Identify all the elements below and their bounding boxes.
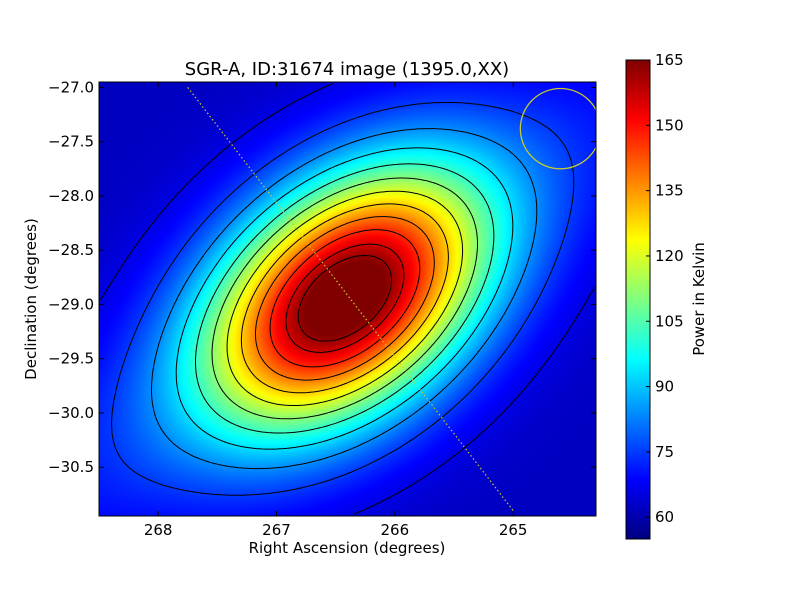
x-tick-label: 265 — [499, 521, 528, 539]
colorbar-tick-label: 135 — [655, 182, 684, 200]
colorbar: 60 75 90 105 120 135 150 165 Power in Kelvin — [625, 51, 708, 540]
colorbar-label: Power in Kelvin — [690, 242, 708, 356]
contour-level — [211, 177, 478, 420]
contour-level — [240, 203, 449, 394]
colorbar-tick-label: 165 — [655, 51, 684, 69]
x-tick-label: 267 — [262, 521, 291, 539]
plot-frame — [98, 81, 597, 517]
x-tick-label: 268 — [144, 521, 173, 539]
y-tick-label: −28.5 — [48, 241, 94, 259]
contour-level — [111, 102, 575, 496]
contour-level — [226, 190, 464, 406]
y-tick-label: −28.0 — [48, 187, 94, 205]
x-axis: 268 267 266 265 — [144, 82, 528, 539]
colorbar-gradient — [625, 59, 651, 540]
contour-level — [151, 128, 538, 470]
colorbar-tick-label: 75 — [655, 443, 674, 461]
contour-level — [100, 83, 595, 515]
contour-level — [285, 243, 405, 353]
chart-title: SGR-A, ID:31674 image (1395.0,XX) — [185, 59, 509, 80]
y-tick-label: −30.0 — [48, 404, 94, 422]
y-tick-label: −30.5 — [48, 458, 94, 476]
y-axis: −27.0 −27.5 −28.0 −28.5 −29.0 −29.5 −30.0 −30.5 — [48, 78, 596, 476]
x-axis-title: Right Ascension (degrees) — [249, 539, 446, 557]
contour-level — [195, 163, 495, 434]
colorbar-tick-label: 120 — [655, 247, 684, 265]
y-axis-title: Declination (degrees) — [22, 218, 40, 380]
x-tick-label: 266 — [381, 521, 410, 539]
y-tick-label: −27.5 — [48, 133, 94, 151]
y-tick-label: −29.5 — [48, 350, 94, 368]
plot-area — [98, 81, 597, 517]
colorbar-tick-label: 105 — [655, 312, 684, 330]
y-tick-label: −27.0 — [48, 78, 94, 96]
beam-circle — [519, 87, 596, 170]
contour-level — [297, 255, 392, 342]
y-tick-label: −29.0 — [48, 295, 94, 313]
colorbar-ticks: 60 75 90 105 120 135 150 165 — [646, 51, 684, 526]
colorbar-tick-label: 90 — [655, 378, 674, 396]
galactic-plane-line — [187, 87, 514, 511]
colorbar-tick-label: 150 — [655, 116, 684, 134]
contour-lines — [100, 83, 595, 515]
contour-level — [269, 229, 421, 368]
contour-level — [175, 147, 514, 450]
colorbar-tick-label: 60 — [655, 508, 674, 526]
contour-level — [255, 216, 435, 381]
